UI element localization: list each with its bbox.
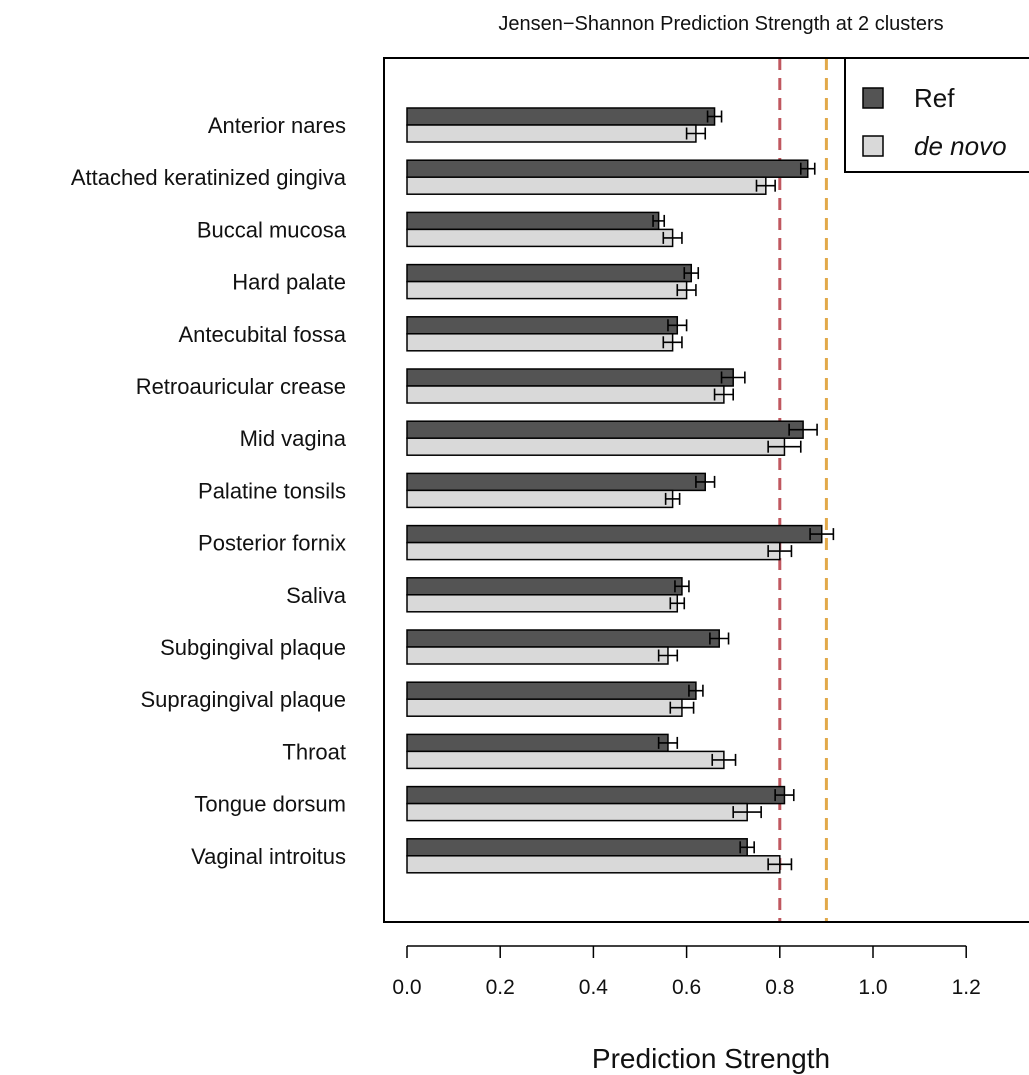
category-label-9: Saliva bbox=[286, 583, 347, 608]
bar-de-novo-10 bbox=[406, 646, 669, 665]
bar-de-novo-2 bbox=[406, 228, 674, 248]
bar-ref-6 bbox=[406, 420, 804, 439]
bar-de-novo-4 bbox=[406, 333, 674, 352]
bar-de-novo-12 bbox=[406, 750, 725, 770]
legend-box bbox=[844, 57, 1029, 173]
bar-ref-10 bbox=[406, 629, 720, 648]
error-bar-de-novo-1 bbox=[755, 179, 776, 192]
bar-ref-11 bbox=[406, 681, 697, 700]
bar-de-novo-8 bbox=[406, 541, 781, 561]
error-bar-de-novo-9 bbox=[669, 597, 686, 610]
error-bar-ref-5 bbox=[720, 371, 746, 384]
bar-de-novo-5 bbox=[406, 385, 725, 404]
bar-ref-2 bbox=[406, 211, 660, 231]
category-label-0: Anterior nares bbox=[208, 113, 346, 138]
x-tick-label-1: 0.2 bbox=[486, 976, 515, 999]
error-bar-ref-12 bbox=[657, 736, 679, 749]
bar-ref-4 bbox=[406, 316, 679, 335]
error-bar-ref-13 bbox=[774, 789, 795, 802]
category-label-11: Supragingival plaque bbox=[141, 687, 347, 712]
error-bar-de-novo-3 bbox=[676, 284, 697, 297]
error-bar-ref-1 bbox=[799, 162, 816, 175]
bar-de-novo-0 bbox=[406, 124, 697, 143]
legend-swatch-ref bbox=[862, 87, 884, 109]
category-label-13: Tongue dorsum bbox=[194, 792, 346, 817]
legend-label-de-novo: de novo bbox=[914, 131, 1007, 161]
category-label-6: Mid vagina bbox=[240, 426, 347, 451]
bars bbox=[406, 107, 835, 874]
x-tick-label-6: 1.2 bbox=[952, 976, 981, 999]
bar-de-novo-1 bbox=[406, 176, 767, 195]
category-label-3: Hard palate bbox=[232, 270, 346, 295]
error-bar-ref-3 bbox=[683, 267, 700, 280]
category-label-4: Antecubital fossa bbox=[178, 322, 346, 347]
error-bar-de-novo-8 bbox=[767, 545, 793, 558]
legend-swatch-de-novo bbox=[862, 135, 884, 157]
bar-de-novo-11 bbox=[406, 698, 683, 717]
error-bar-ref-6 bbox=[788, 423, 818, 436]
category-label-12: Throat bbox=[282, 739, 346, 764]
legend-label-ref: Ref bbox=[914, 83, 955, 113]
category-label-2: Buccal mucosa bbox=[197, 217, 347, 242]
error-bar-de-novo-12 bbox=[711, 753, 737, 766]
bar-de-novo-7 bbox=[406, 489, 674, 509]
bar-ref-0 bbox=[406, 107, 716, 126]
error-bar-de-novo-5 bbox=[713, 388, 735, 401]
category-label-8: Posterior fornix bbox=[198, 531, 346, 556]
category-label-7: Palatine tonsils bbox=[198, 478, 346, 503]
x-tick-label-5: 1.0 bbox=[858, 976, 887, 999]
error-bar-ref-4 bbox=[667, 319, 688, 332]
error-bar-de-novo-2 bbox=[662, 231, 683, 244]
category-labels: Anterior nares Attached keratinized gingi… bbox=[71, 113, 347, 869]
x-tick-label-0: 0.0 bbox=[392, 976, 421, 999]
error-bar-ref-14 bbox=[739, 841, 755, 854]
error-bar-de-novo-14 bbox=[767, 858, 793, 871]
error-bar-ref-0 bbox=[706, 110, 723, 123]
x-axis: 0.0 0.2 0.4 0.6 0.8 1.0 1.2 bbox=[392, 945, 981, 999]
bar-ref-5 bbox=[406, 368, 734, 387]
error-bar-de-novo-7 bbox=[664, 492, 681, 505]
error-bar-ref-9 bbox=[674, 580, 690, 593]
x-tick-label-2: 0.4 bbox=[579, 976, 609, 999]
error-bar-de-novo-6 bbox=[767, 440, 802, 453]
category-label-5: Retroauricular crease bbox=[136, 374, 346, 399]
bar-ref-9 bbox=[406, 577, 683, 596]
error-bar-ref-7 bbox=[695, 475, 716, 488]
bar-de-novo-13 bbox=[406, 802, 748, 822]
bar-de-novo-9 bbox=[406, 594, 679, 613]
category-label-10: Subgingival plaque bbox=[160, 635, 346, 660]
error-bar-ref-10 bbox=[709, 632, 730, 645]
x-tick-label-4: 0.8 bbox=[765, 976, 794, 999]
bar-ref-7 bbox=[406, 472, 706, 492]
error-bar-de-novo-0 bbox=[685, 127, 707, 140]
error-bar-ref-2 bbox=[652, 214, 666, 227]
bar-de-novo-3 bbox=[406, 280, 688, 300]
bar-ref-14 bbox=[406, 838, 748, 857]
x-tick-label-3: 0.6 bbox=[672, 976, 701, 999]
bar-de-novo-6 bbox=[406, 437, 786, 456]
chart-title: Jensen−Shannon Prediction Strength at 2 … bbox=[498, 13, 943, 35]
x-axis-label: Prediction Strength bbox=[592, 1043, 830, 1074]
plot-frame bbox=[383, 57, 1029, 923]
bar-ref-12 bbox=[406, 733, 669, 753]
error-bar-ref-8 bbox=[809, 528, 835, 541]
bar-ref-8 bbox=[406, 524, 823, 544]
bar-ref-13 bbox=[406, 785, 786, 805]
error-bar-de-novo-13 bbox=[732, 806, 762, 819]
bar-de-novo-14 bbox=[406, 855, 781, 874]
error-bar-de-novo-11 bbox=[669, 701, 695, 714]
error-bar-de-novo-4 bbox=[662, 336, 683, 349]
legend: Ref de novo bbox=[844, 57, 1029, 173]
bar-ref-1 bbox=[406, 159, 809, 178]
category-label-14: Vaginal introitus bbox=[191, 844, 346, 869]
reference-lines bbox=[778, 58, 828, 922]
error-bar-de-novo-10 bbox=[657, 649, 679, 662]
error-bar-ref-11 bbox=[688, 684, 704, 697]
category-label-1: Attached keratinized gingiva bbox=[71, 165, 347, 190]
bar-ref-3 bbox=[406, 263, 693, 283]
